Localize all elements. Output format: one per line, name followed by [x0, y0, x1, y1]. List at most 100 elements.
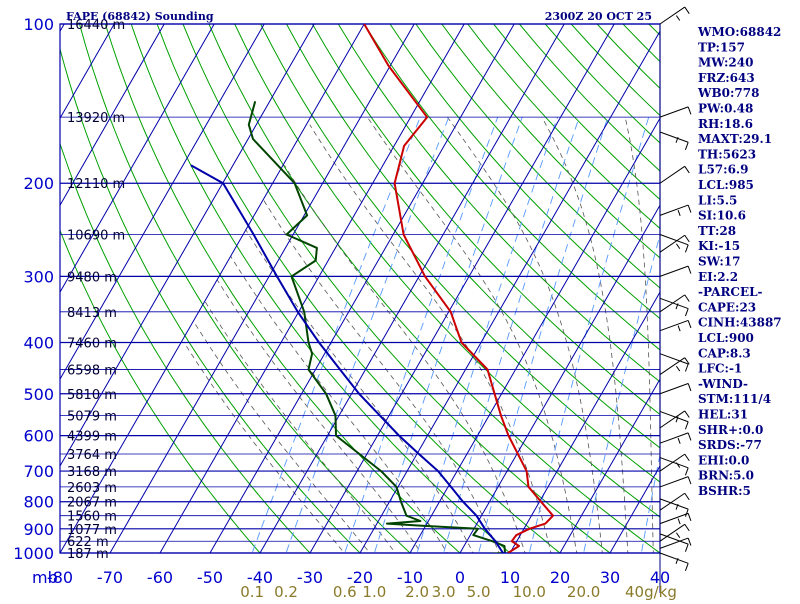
- pressure-tick-label: 300: [23, 267, 54, 286]
- index-item: CAPE:23: [698, 300, 756, 314]
- index-item: LCL:900: [698, 331, 754, 345]
- pressure-tick-label: 900: [23, 520, 54, 539]
- moist-adiabat-line: [194, 322, 379, 565]
- temperature-tick-label: -80: [47, 568, 73, 587]
- height-label: 2067 m: [67, 496, 117, 511]
- dry-adiabat-line: [131, 24, 523, 564]
- index-item: KI:-15: [698, 239, 740, 253]
- wind-barb: [660, 358, 689, 375]
- index-item: SHR+:0.0: [698, 423, 763, 437]
- moist-adiabat-line: [542, 117, 629, 564]
- isotherm-line: [0, 24, 14, 553]
- index-item: LCL:985: [698, 178, 754, 192]
- index-item: CINH:43887: [698, 316, 782, 330]
- sounding-series: [191, 24, 553, 555]
- temperature-tick-label: -70: [97, 568, 123, 587]
- parcel-profile-line: [191, 165, 511, 554]
- temperature-profile-line: [364, 24, 553, 555]
- height-label: 4399 m: [67, 430, 117, 445]
- isotherm-line: [360, 24, 664, 553]
- dry-adiabat-line: [2, 24, 270, 564]
- height-label: 7460 m: [67, 336, 117, 351]
- moist-adiabat-line: [205, 302, 403, 565]
- wind-barb: [660, 266, 691, 276]
- height-label: 10690 m: [67, 229, 125, 244]
- mixing-ratio-label: 0.2: [274, 583, 298, 600]
- height-label: 3168 m: [67, 465, 117, 480]
- pressure-tick-label: 200: [23, 174, 54, 193]
- index-item: LFC:-1: [698, 362, 742, 376]
- index-item: MAXT:29.1: [698, 132, 772, 146]
- index-item: EHI:0.0: [698, 453, 749, 467]
- temperature-tick-label: -50: [197, 568, 223, 587]
- index-item: TH:5623: [698, 147, 756, 161]
- wind-barb: [660, 383, 691, 393]
- index-item: TT:28: [698, 224, 736, 238]
- temperature-tick-label: -30: [297, 568, 323, 587]
- moist-adiabat-line: [217, 280, 428, 564]
- wind-barbs: [660, 7, 691, 571]
- height-label: 2603 m: [67, 481, 117, 496]
- mixing-ratio-label: 0.1: [240, 583, 264, 600]
- temperature-tick-label: 30: [600, 568, 620, 587]
- wind-barb: [660, 107, 691, 117]
- wind-barb: [660, 132, 688, 150]
- index-item: BSHR:5: [698, 484, 751, 498]
- index-item: STM:111/4: [698, 392, 771, 406]
- index-item: HEL:31: [698, 408, 748, 422]
- mixing-ratio-label: 2.0: [405, 583, 429, 600]
- mixing-ratio-label: 1.0: [362, 583, 386, 600]
- wind-barb: [660, 298, 688, 316]
- pressure-tick-label: 500: [23, 385, 54, 404]
- pressure-tick-label: 800: [23, 493, 54, 512]
- wind-barb: [660, 205, 691, 216]
- index-item: RH:18.6: [698, 117, 753, 131]
- index-item: SI:10.6: [698, 209, 746, 223]
- height-label: 13920 m: [67, 111, 125, 126]
- index-item: -WIND-: [698, 377, 748, 391]
- pressure-tick-label: 600: [23, 427, 54, 446]
- mixing-ratio-label: 20.0: [567, 583, 600, 600]
- index-item: SW:17: [698, 255, 740, 269]
- pressure-tick-label: 1000: [13, 544, 54, 563]
- height-label: 187 m: [67, 547, 109, 562]
- dry-adiabat-line: [571, 24, 800, 564]
- index-item: PW:0.48: [698, 102, 753, 116]
- isotherm-line: [310, 24, 614, 553]
- height-label: 12110 m: [67, 177, 125, 192]
- mixing-ratio-line: [341, 117, 498, 564]
- wind-barb: [660, 458, 688, 476]
- wind-barb: [660, 477, 691, 487]
- index-item: SRDS:-77: [698, 438, 762, 452]
- wind-barb: [660, 166, 689, 183]
- index-item: WB0:778: [697, 86, 759, 100]
- mixing-ratio-label: 5.0: [467, 583, 491, 600]
- mixing-ratio-label: 40g/kg: [625, 583, 677, 600]
- isotherm-line: [160, 24, 464, 553]
- height-label: 3764 m: [67, 448, 117, 463]
- moist-adiabat-line: [310, 125, 554, 565]
- wind-barb: [660, 7, 689, 24]
- index-item: -PARCEL-: [698, 285, 763, 299]
- height-label: 5079 m: [67, 410, 117, 425]
- index-item: L57:6.9: [698, 163, 748, 177]
- wind-barb: [660, 320, 691, 331]
- index-item: TP:157: [698, 40, 745, 54]
- wind-barb: [660, 354, 688, 372]
- dry-adiabat-line: [209, 24, 676, 564]
- mixing-ratio-label: 10.0: [513, 583, 546, 600]
- moist-adiabat-line: [264, 200, 504, 564]
- isotherm-line: [260, 24, 564, 553]
- moist-adiabat-line: [285, 165, 529, 564]
- temperature-tick-label: -60: [147, 568, 173, 587]
- isotherm-line: [560, 24, 800, 553]
- height-label: 6598 m: [67, 364, 117, 379]
- dewpoint-profile-line: [249, 101, 505, 554]
- index-item: BRN:5.0: [698, 469, 754, 483]
- index-item: CAP:8.3: [698, 346, 751, 360]
- index-item: FRZ:643: [698, 71, 755, 85]
